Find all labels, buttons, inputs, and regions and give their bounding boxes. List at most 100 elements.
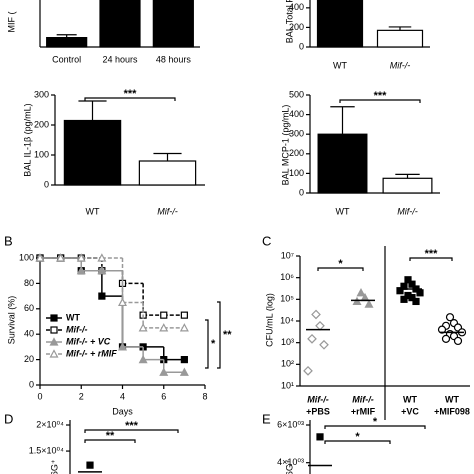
y-axis-label: y6G⁺: [49, 459, 59, 474]
bar: [63, 119, 122, 186]
y-tick-label: 60: [24, 303, 34, 313]
bar: [152, 0, 194, 48]
y-axis-label: y6G⁺: [284, 459, 294, 474]
marker: [76, 265, 86, 275]
marker: [180, 356, 188, 364]
error-bar: [388, 26, 412, 31]
y-tick-label: 100: [19, 252, 34, 262]
marker: [315, 320, 325, 331]
marker: [303, 366, 313, 376]
bar: [316, 0, 364, 48]
marker: [76, 253, 86, 262]
marker: [412, 297, 420, 306]
y-tick-label: 500: [289, 89, 304, 99]
marker: [311, 309, 321, 320]
y-tick-label: 200: [289, 148, 304, 158]
x-tick-label: 48 hours: [156, 54, 192, 64]
marker: [117, 297, 128, 307]
x-tick-label: 2: [79, 391, 84, 401]
x-tick-label: Control: [52, 54, 81, 64]
y-tick-label: 10⁷: [281, 250, 294, 260]
marker: [35, 253, 45, 262]
marker: [50, 314, 58, 322]
significance-bracket: [84, 439, 136, 443]
marker: [408, 294, 416, 302]
marker: [441, 334, 451, 343]
y-tick-label: 0: [299, 41, 304, 51]
significance-bracket: [409, 257, 453, 261]
bar: [99, 0, 141, 48]
y-axis-label: CFU/mL (log): [264, 293, 274, 347]
marker: [319, 339, 329, 350]
y-tick-label: 80: [24, 278, 34, 288]
significance: ***: [125, 420, 139, 432]
y-tick-label: 20: [24, 354, 34, 364]
significance: *: [373, 416, 378, 428]
significance: *: [355, 431, 360, 443]
x-tick-label: Mif-/-: [352, 394, 374, 404]
significance: *: [211, 338, 216, 350]
marker: [138, 323, 148, 332]
significance: ***: [374, 90, 388, 102]
x-tick-label: +MIF098: [434, 406, 470, 416]
x-tick-label: WT: [86, 206, 100, 216]
y-tick-label: 400: [289, 2, 304, 12]
significance: ***: [124, 88, 138, 100]
x-tick-label: WT: [445, 394, 459, 404]
error-bar: [56, 34, 77, 38]
legend-label: Mif-/- + rMIF: [66, 348, 117, 358]
marker: [307, 334, 317, 344]
x-tick-label: Mif-/-: [307, 394, 329, 404]
marker: [352, 296, 362, 306]
significance-bracket: [205, 319, 209, 369]
marker: [50, 326, 58, 334]
marker: [396, 287, 404, 295]
marker: [117, 342, 128, 351]
y-tick-label: 0: [44, 179, 49, 189]
x-tick-label: Mif-/-: [390, 60, 411, 70]
marker: [453, 336, 463, 346]
y-tick-label: 6×10⁰³: [277, 419, 304, 429]
significance-bracket: [324, 425, 426, 429]
y-tick-label: 1.5×10⁰⁴: [29, 445, 64, 455]
significance-bracket: [317, 267, 364, 271]
significance-bracket: [84, 429, 179, 433]
marker: [138, 354, 148, 364]
y-tick-label: 2×10⁰⁴: [36, 419, 64, 429]
y-tick-label: 400: [289, 109, 304, 119]
x-tick-label: WT: [333, 60, 347, 70]
marker: [437, 325, 447, 334]
x-tick-label: Mif-/-: [397, 206, 418, 216]
marker: [445, 313, 455, 322]
marker: [316, 433, 324, 441]
marker: [179, 367, 189, 376]
panel-letter: B: [4, 233, 13, 248]
legend-label: Mif-/- + VC: [66, 336, 111, 346]
marker: [49, 349, 59, 358]
marker: [159, 323, 169, 332]
bar: [382, 177, 433, 194]
x-tick-label: 4: [120, 391, 125, 401]
x-tick-label: +VC: [401, 406, 419, 416]
y-axis-label: MIF (: [6, 12, 16, 33]
marker: [179, 323, 189, 332]
y-tick-label: 10⁴: [280, 315, 294, 325]
x-tick-label: 24 hours: [102, 54, 138, 64]
panel-letter: D: [4, 411, 13, 426]
y-tick-label: 10¹: [281, 380, 294, 390]
legend-label: Mif-/-: [66, 324, 88, 334]
marker: [97, 253, 107, 262]
y-axis-label: BAL Total P: [284, 0, 294, 43]
x-tick-label: WT: [403, 394, 417, 404]
x-tick-label: 8: [202, 391, 207, 401]
y-tick-label: 0: [299, 187, 304, 197]
significance-bracket: [217, 301, 221, 369]
y-tick-label: 200: [289, 22, 304, 32]
bar: [138, 160, 197, 186]
marker: [408, 280, 416, 288]
significance-bracket: [324, 440, 391, 444]
error-bar: [78, 100, 107, 121]
error-bar: [330, 106, 355, 135]
marker: [160, 311, 168, 319]
